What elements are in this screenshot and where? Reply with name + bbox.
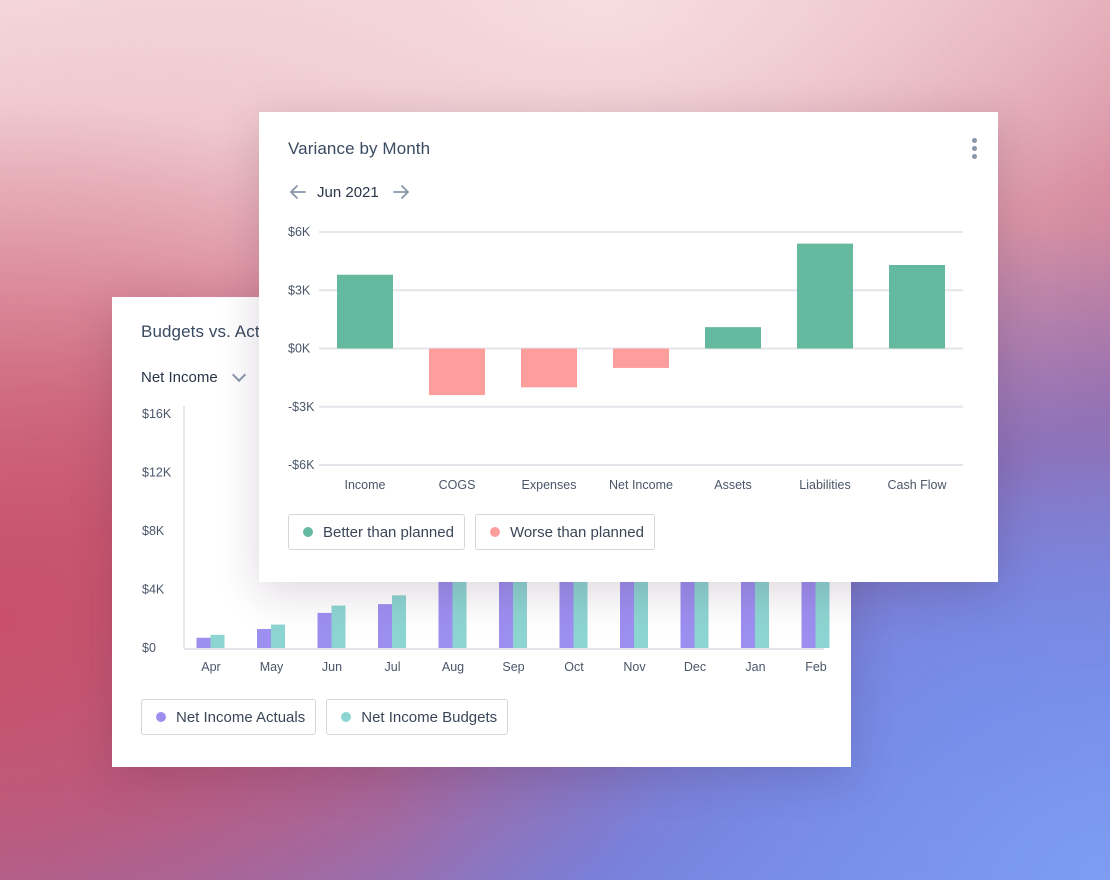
x-tick-label: Nov [623,660,646,674]
x-tick-label: Jul [385,660,401,674]
legend-label: Net Income Actuals [176,708,306,726]
actuals-bar[interactable] [257,628,271,648]
actuals-bar[interactable] [801,580,816,648]
budgets-bar[interactable] [210,634,225,648]
x-tick-label: Assets [714,478,752,492]
budget-legend: Net Income Actuals Net Income Budgets [141,699,509,735]
x-tick-label: Dec [684,660,706,674]
y-tick-label: -$3K [288,400,315,414]
x-tick-label: May [260,660,284,674]
budgets-bar[interactable] [331,605,346,648]
variance-bar[interactable] [337,274,393,349]
actuals-bar[interactable] [196,637,211,648]
budgets-bar[interactable] [755,580,769,648]
budgets-bar[interactable] [452,580,467,648]
dropdown-value: Net Income [141,369,218,386]
variance-bar[interactable] [521,348,577,388]
budget-card-title: Budgets vs. Actuals [141,322,292,341]
x-tick-label: Apr [201,660,220,674]
legend-label: Net Income Budgets [361,708,498,726]
y-tick-label: $6K [288,225,311,239]
y-tick-label: $12K [142,466,172,480]
budgets-bar[interactable] [694,580,709,648]
period-label: Jun 2021 [317,184,379,201]
actuals-bar[interactable] [559,580,574,648]
legend-label: Better than planned [323,523,454,541]
x-tick-label: Feb [805,660,827,674]
legend-dot-icon [341,712,352,722]
actuals-bar[interactable] [741,580,755,648]
chevron-down-icon [231,367,246,383]
variance-legend-item[interactable]: Better than planned [288,514,465,550]
x-tick-label: Liabilities [799,478,850,492]
variance-bar[interactable] [797,243,853,349]
x-tick-label: Aug [442,660,464,674]
legend-dot-icon [303,527,313,537]
y-tick-label: $16K [142,407,172,421]
y-tick-label: $8K [142,524,165,538]
budgets-bar[interactable] [271,624,285,648]
y-tick-label: $0K [288,342,311,356]
x-tick-label: Oct [564,660,584,674]
budgets-bar[interactable] [815,580,830,648]
variance-bar[interactable] [429,348,485,396]
budgets-bar[interactable] [392,595,406,648]
actuals-bar[interactable] [438,580,453,648]
legend-label: Worse than planned [509,523,644,541]
budgets-bar[interactable] [634,580,648,648]
variance-legend-item[interactable]: Worse than planned [474,514,655,550]
y-tick-label: $4K [142,583,165,597]
x-tick-label: Net Income [609,478,673,492]
budget-legend-item[interactable]: Net Income Actuals [141,699,317,735]
variance-by-month-card: Variance by Month Jun 2021 $6K $3K $0K -$3K… [259,112,998,582]
y-tick-label: -$6K [288,458,315,472]
actuals-bar[interactable] [317,612,332,648]
budgets-bar[interactable] [513,580,527,648]
x-tick-label: COGS [439,478,476,492]
variance-card-title: Variance by Month [288,139,431,158]
x-tick-label: Jan [745,660,765,674]
actuals-bar[interactable] [499,580,513,648]
actuals-bar[interactable] [620,580,634,648]
arrow-right-icon[interactable] [391,182,411,202]
more-options-icon[interactable] [970,138,978,160]
budget-chart: $16K $12K $8K $4K $0 Apr May Jun Jul Aug Sep Oct Nov… [142,406,830,674]
actuals-bar[interactable] [378,604,392,648]
variance-chart: $6K $3K $0K -$3K -$6K Income COGS Expenses Net I… [288,225,963,492]
net-income-dropdown[interactable]: Net Income [141,367,246,386]
actuals-bar[interactable] [680,580,695,648]
x-tick-label: Sep [502,660,524,674]
variance-bar[interactable] [705,327,761,349]
x-tick-label: Cash Flow [887,478,947,492]
x-tick-label: Jun [322,660,342,674]
variance-legend: Better than planned Worse than planned [288,514,655,550]
variance-bar[interactable] [889,265,945,349]
budgets-bar[interactable] [573,580,588,648]
legend-dot-icon [489,527,500,537]
arrow-left-icon[interactable] [288,182,308,202]
y-tick-label: $0 [142,641,156,655]
legend-dot-icon [156,712,166,722]
y-tick-label: $3K [288,283,311,297]
budget-legend-item[interactable]: Net Income Budgets [326,699,509,735]
variance-bar[interactable] [613,348,669,368]
x-tick-label: Income [345,478,386,492]
x-tick-label: Expenses [522,478,577,492]
